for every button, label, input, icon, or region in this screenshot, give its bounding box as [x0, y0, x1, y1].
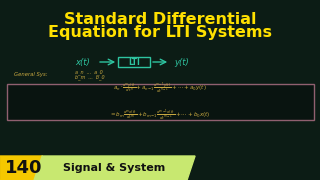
Polygon shape — [0, 156, 50, 180]
Text: 140: 140 — [5, 159, 43, 177]
Bar — [118, 57, 150, 67]
Text: y(t): y(t) — [175, 57, 189, 66]
Bar — [7, 84, 314, 120]
Text: Signal & System: Signal & System — [63, 163, 166, 173]
Text: General Sys:: General Sys: — [14, 71, 48, 76]
Text: Equation for LTI Systems: Equation for LTI Systems — [48, 25, 272, 40]
Text: $a_n \cdot \frac{d^n y(t)}{dt^n}+ a_{n\!-\!1}\frac{d^{n-1}y(t)}{dt^{n-1}}+ \cdot: $a_n \cdot \frac{d^n y(t)}{dt^n}+ a_{n\!… — [109, 81, 211, 123]
Text: b_m  ...  b_0: b_m ... b_0 — [75, 74, 105, 80]
Text: LTI: LTI — [128, 57, 140, 66]
Polygon shape — [34, 156, 195, 180]
Text: a_n  ...  a_0: a_n ... a_0 — [75, 69, 103, 75]
Text: x(t): x(t) — [75, 57, 90, 66]
Text: Standard Differential: Standard Differential — [64, 12, 256, 27]
